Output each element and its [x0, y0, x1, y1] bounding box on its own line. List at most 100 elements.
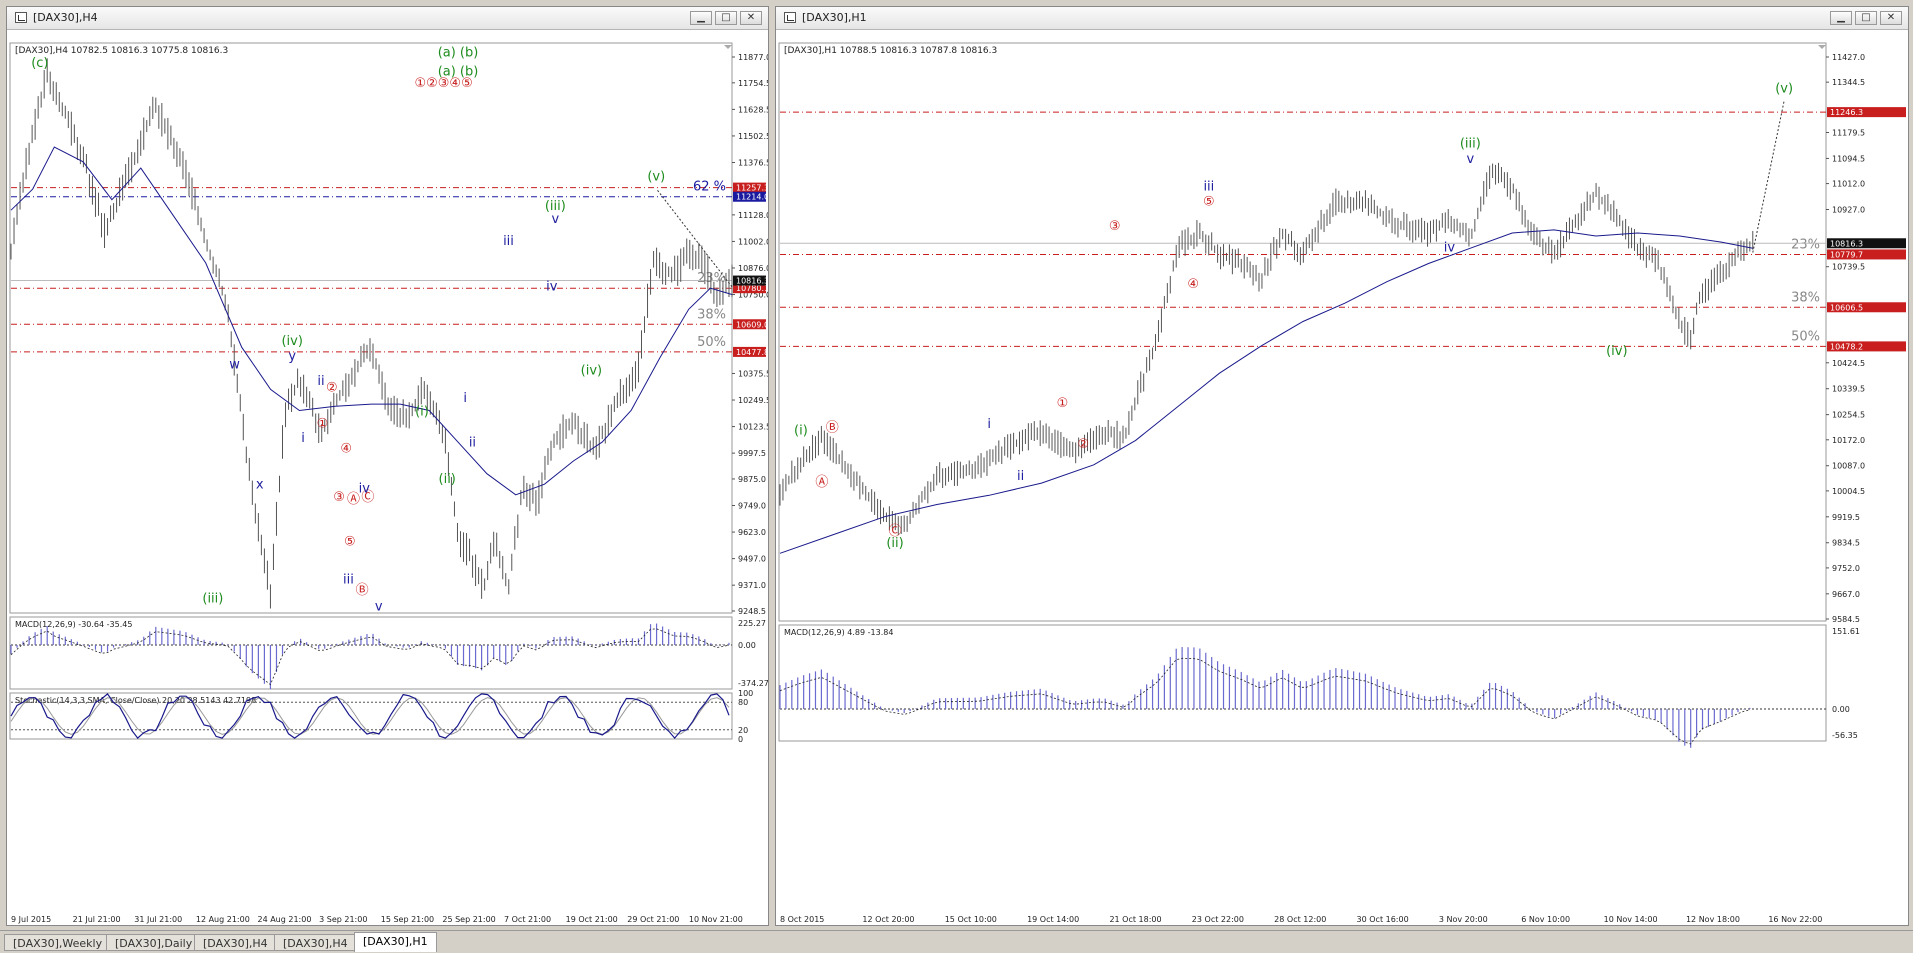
wave-label: (v)	[647, 170, 665, 185]
x-axis-label: 25 Sep 21:00	[442, 915, 495, 924]
y-tick-label: 10750.0	[738, 291, 768, 300]
fib-percent-label: 38%	[697, 307, 726, 322]
x-axis-label: 21 Jul 21:00	[73, 915, 121, 924]
x-axis-label: 16 Nov 22:00	[1768, 915, 1822, 924]
y-tick-label: 11002.0	[738, 237, 768, 246]
macd-tick-label: 225.27	[738, 619, 766, 628]
price-level-badge-text: 10780.1	[736, 284, 768, 293]
x-axis-label: 24 Aug 21:00	[257, 915, 311, 924]
wave-label: ③	[333, 490, 345, 505]
tab-daily[interactable]: [DAX30],Daily	[106, 934, 202, 951]
stochastic-panel-frame	[9, 692, 733, 740]
price-level-badge-text: 10779.7	[1830, 250, 1863, 259]
fib-percent-label: 62 %	[693, 180, 726, 195]
x-axis-label: 28 Oct 12:00	[1274, 915, 1326, 924]
maximize-button[interactable]: □	[1855, 11, 1877, 25]
wave-label: iii	[1203, 179, 1214, 194]
wave-label: (ii)	[886, 536, 903, 551]
price-level-badge-text: 10606.5	[1830, 303, 1863, 312]
y-tick-label: 11628.5	[738, 105, 768, 114]
x-axis-label: 15 Oct 10:00	[945, 915, 997, 924]
macd-label: MACD(12,26,9) -30.64 -35.45	[15, 620, 132, 629]
price-panel-frame	[778, 42, 1827, 622]
wave-label: v	[552, 212, 560, 227]
right-chart-window[interactable]: [DAX30],H1 ▁ □ ✕ [DAX30],H1 10788.5 1081…	[775, 6, 1909, 926]
y-tick-label: 10087.0	[1832, 462, 1865, 471]
stochastic-tick-label: 20	[738, 726, 748, 735]
price-level-badge	[733, 191, 766, 202]
y-tick-label: 9752.0	[1832, 564, 1860, 573]
y-tick-label: 11179.5	[1832, 128, 1865, 137]
left-titlebar[interactable]: [DAX30],H4 ▁ □ ✕	[7, 7, 768, 30]
chart-header: [DAX30],H4 10782.5 10816.3 10775.8 10816…	[15, 46, 228, 56]
y-tick-label: 11012.0	[1832, 180, 1865, 189]
maximize-button[interactable]: □	[715, 11, 737, 25]
y-tick-label: 9834.5	[1832, 539, 1860, 548]
wave-label: i	[301, 431, 305, 446]
projection-line	[1752, 100, 1785, 253]
wave-label: (iv)	[281, 334, 302, 349]
minimize-button[interactable]: ▁	[1830, 11, 1852, 25]
fib-percent-label: 23%	[1791, 237, 1820, 252]
close-button[interactable]: ✕	[1880, 11, 1902, 25]
y-tick-label: 9997.5	[738, 449, 766, 458]
right-chart-canvas[interactable]: [DAX30],H1 10788.5 10816.3 10787.8 10816…	[776, 29, 1908, 925]
y-tick-label: 10339.5	[1832, 385, 1865, 394]
macd-tick-label: -374.27	[738, 679, 768, 688]
wave-label: (iv)	[1606, 344, 1627, 359]
price-level-badge-text: 10609.0	[736, 320, 768, 329]
stochastic-signal-line	[10, 697, 730, 735]
wave-label: v	[375, 600, 383, 615]
y-tick-label: 10927.0	[1832, 206, 1865, 215]
panel-marker-icon	[724, 45, 732, 49]
panel-marker-icon	[1818, 45, 1826, 49]
tab-h1[interactable]: [DAX30],H1	[354, 932, 437, 952]
y-tick-label: 11502.5	[738, 132, 768, 141]
tab-h4-second[interactable]: [DAX30],H4	[274, 934, 357, 951]
chart-window-icon	[15, 12, 27, 23]
wave-label: iii	[503, 234, 514, 249]
left-chart-window[interactable]: [DAX30],H4 ▁ □ ✕ [DAX30],H4 10782.5 1081…	[6, 6, 769, 926]
macd-signal-line	[779, 657, 1750, 745]
y-tick-label: 9919.5	[1832, 513, 1860, 522]
right-titlebar[interactable]: [DAX30],H1 ▁ □ ✕	[776, 7, 1908, 30]
price-level-badge	[733, 182, 766, 193]
x-axis-label: 12 Aug 21:00	[196, 915, 250, 924]
wave-label: ii	[317, 374, 324, 389]
left-chart-canvas[interactable]: [DAX30],H4 10782.5 10816.3 10775.8 10816…	[7, 29, 768, 925]
y-tick-label: 11094.5	[1832, 154, 1865, 163]
stochastic-tick-label: 100	[738, 689, 753, 698]
stochastic-label: Stochastic(14,3,3,SMA, Close/Close) 20,2…	[15, 696, 256, 705]
wave-label: (iii)	[202, 591, 223, 606]
price-level-badge-text: 10477.8	[736, 348, 768, 357]
x-axis-label: 12 Oct 20:00	[862, 915, 914, 924]
y-tick-label: 10004.5	[1832, 487, 1865, 496]
wave-label: (iii)	[545, 199, 566, 214]
wave-label: iv	[546, 279, 558, 294]
wave-label: Ⓑ	[826, 420, 839, 435]
y-tick-label: 10375.5	[738, 369, 768, 378]
y-tick-label: 10739.5	[1832, 263, 1865, 272]
close-button[interactable]: ✕	[740, 11, 762, 25]
y-tick-label: 10876.0	[738, 264, 768, 273]
wave-label: iv	[359, 482, 371, 497]
wave-label: Ⓐ	[815, 475, 828, 490]
chart-tabs-bar: [DAX30],Weekly [DAX30],Daily [DAX30],H4 …	[0, 930, 1913, 953]
wave-label: (iii)	[1460, 137, 1481, 152]
y-tick-label: 11128.0	[738, 211, 768, 220]
y-tick-label: 11877.0	[738, 53, 768, 62]
tab-h4[interactable]: [DAX30],H4	[194, 934, 277, 951]
price-level-badge	[733, 346, 766, 357]
wave-label: ①	[317, 416, 329, 431]
tab-weekly[interactable]: [DAX30],Weekly	[4, 934, 112, 951]
minimize-button[interactable]: ▁	[690, 11, 712, 25]
moving-average-line	[779, 229, 1753, 554]
price-level-badge	[733, 319, 766, 330]
stochastic-tick-label: 0	[738, 735, 743, 744]
wave-label: ④	[340, 442, 352, 457]
x-axis-label: 29 Oct 21:00	[627, 915, 679, 924]
x-axis-label: 10 Nov 21:00	[689, 915, 743, 924]
y-tick-label: 9497.0	[738, 555, 766, 564]
x-axis-label: 6 Nov 10:00	[1521, 915, 1570, 924]
wave-label: (ii)	[439, 472, 456, 487]
